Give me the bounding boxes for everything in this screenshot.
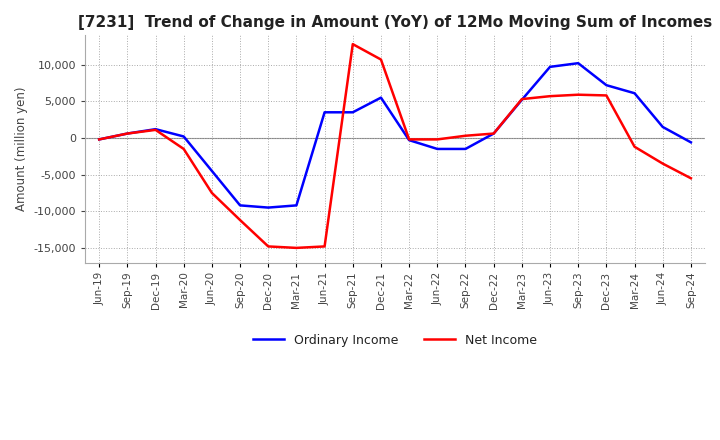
- Ordinary Income: [264, 205, 273, 210]
- Net Income: [490, 131, 498, 136]
- Ordinary Income: [348, 110, 357, 115]
- Ordinary Income: [405, 138, 413, 143]
- Ordinary Income: [235, 203, 244, 208]
- Title: [7231]  Trend of Change in Amount (YoY) of 12Mo Moving Sum of Incomes: [7231] Trend of Change in Amount (YoY) o…: [78, 15, 712, 30]
- Net Income: [264, 244, 273, 249]
- Net Income: [235, 217, 244, 223]
- Ordinary Income: [490, 131, 498, 136]
- Net Income: [348, 41, 357, 47]
- Ordinary Income: [151, 127, 160, 132]
- Ordinary Income: [123, 131, 132, 136]
- Ordinary Income: [546, 64, 554, 70]
- Net Income: [658, 161, 667, 166]
- Ordinary Income: [462, 147, 470, 152]
- Net Income: [630, 144, 639, 150]
- Net Income: [433, 137, 441, 142]
- Net Income: [320, 244, 329, 249]
- Net Income: [151, 127, 160, 132]
- Ordinary Income: [602, 83, 611, 88]
- Ordinary Income: [687, 140, 696, 145]
- Ordinary Income: [574, 61, 582, 66]
- Ordinary Income: [630, 91, 639, 96]
- Ordinary Income: [179, 134, 188, 139]
- Net Income: [602, 93, 611, 98]
- Net Income: [687, 176, 696, 181]
- Line: Net Income: Net Income: [99, 44, 691, 248]
- Line: Ordinary Income: Ordinary Income: [99, 63, 691, 208]
- Net Income: [95, 137, 104, 142]
- Net Income: [377, 57, 385, 62]
- Y-axis label: Amount (million yen): Amount (million yen): [15, 87, 28, 211]
- Net Income: [518, 96, 526, 102]
- Ordinary Income: [292, 203, 301, 208]
- Ordinary Income: [207, 168, 216, 173]
- Net Income: [405, 137, 413, 142]
- Ordinary Income: [658, 125, 667, 130]
- Net Income: [292, 245, 301, 250]
- Net Income: [179, 147, 188, 152]
- Ordinary Income: [433, 147, 441, 152]
- Net Income: [207, 190, 216, 195]
- Ordinary Income: [518, 97, 526, 103]
- Ordinary Income: [320, 110, 329, 115]
- Ordinary Income: [95, 137, 104, 142]
- Net Income: [546, 94, 554, 99]
- Net Income: [574, 92, 582, 97]
- Net Income: [123, 131, 132, 136]
- Legend: Ordinary Income, Net Income: Ordinary Income, Net Income: [248, 329, 542, 352]
- Ordinary Income: [377, 95, 385, 100]
- Net Income: [462, 133, 470, 139]
